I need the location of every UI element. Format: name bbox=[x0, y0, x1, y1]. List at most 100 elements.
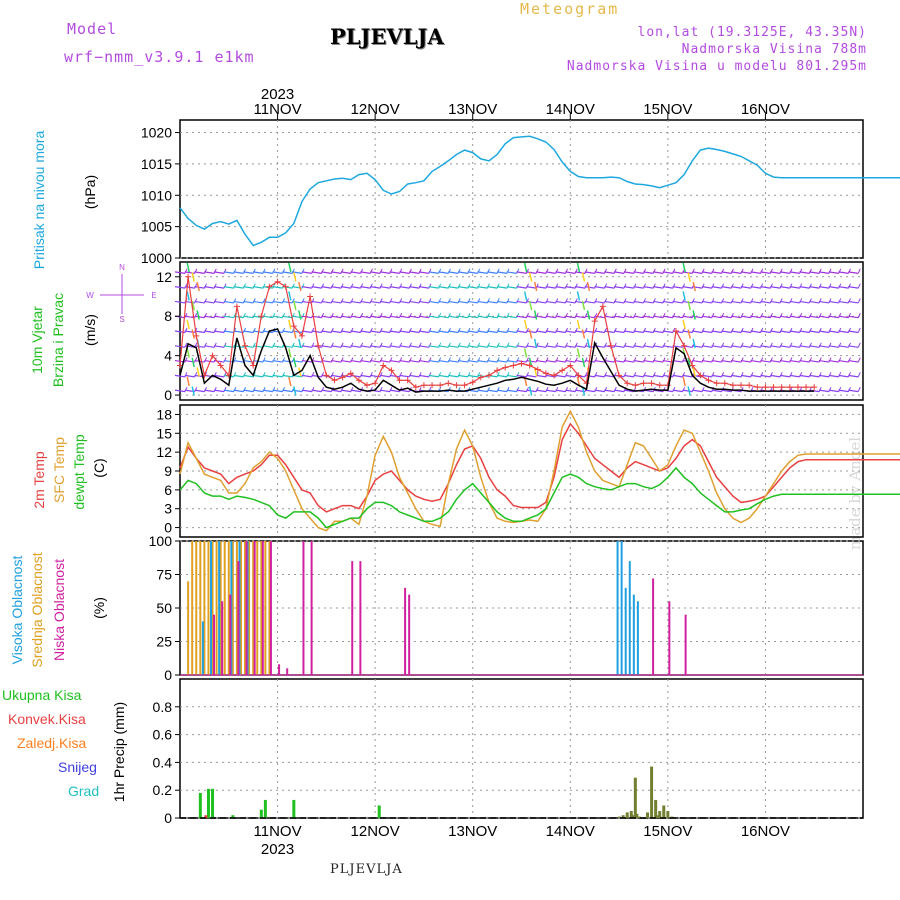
wind-barb-flag bbox=[584, 313, 588, 318]
wind-barb bbox=[613, 345, 625, 348]
wind-barb-flag bbox=[330, 372, 334, 378]
wind-barb bbox=[477, 389, 488, 393]
wind-barb-flag bbox=[555, 386, 559, 392]
wind-barb-storm bbox=[191, 357, 195, 368]
wind-barb-flag bbox=[769, 327, 773, 333]
wind-barb-flag bbox=[809, 342, 812, 348]
wind-gust-marker bbox=[355, 377, 362, 384]
wind-barb bbox=[633, 359, 644, 363]
wind-barb bbox=[731, 271, 742, 274]
wind-barb-flag bbox=[584, 342, 588, 348]
wind-barb-flag bbox=[457, 268, 461, 274]
wind-barb-flag bbox=[311, 327, 315, 333]
wind-barb bbox=[731, 374, 742, 378]
wind-barb bbox=[848, 330, 859, 334]
wind-barb-flag bbox=[750, 342, 754, 348]
top-year-label: 2023 bbox=[261, 86, 294, 103]
bottom-day-label: 12NOV bbox=[351, 823, 400, 840]
wind-barb bbox=[545, 286, 556, 289]
wind-gust-marker bbox=[729, 382, 736, 389]
wind-barb-flag bbox=[379, 342, 383, 348]
wind-barb-flag bbox=[438, 268, 442, 274]
wind-barb-storm bbox=[186, 376, 190, 387]
compass-w: W bbox=[86, 291, 94, 300]
wind-barb-flag bbox=[311, 268, 315, 274]
wind-barb-flag bbox=[818, 372, 822, 378]
wind-barb bbox=[252, 374, 264, 378]
wind-barb bbox=[623, 345, 634, 348]
wind-barb bbox=[428, 271, 439, 274]
wind-barb-flag bbox=[818, 386, 822, 392]
bottom-year-label: 2023 bbox=[261, 841, 294, 858]
wind-barb bbox=[360, 330, 371, 334]
wind-barb-storm bbox=[687, 272, 691, 282]
wind-barb-flag bbox=[262, 372, 266, 378]
wind-barb-storm bbox=[186, 262, 190, 273]
meteogram-label: Meteogram bbox=[520, 0, 620, 18]
wind-barb bbox=[516, 315, 527, 319]
wind-barb bbox=[233, 359, 244, 363]
wind-barb-flag bbox=[389, 357, 393, 363]
wind-barb-flag bbox=[613, 268, 617, 274]
wind-barb-flag bbox=[584, 283, 588, 289]
wind-barb bbox=[448, 374, 459, 378]
wind-barb bbox=[457, 315, 469, 319]
wind-barb-flag bbox=[330, 327, 334, 333]
wind-gust-marker bbox=[274, 278, 281, 285]
wind-barb bbox=[262, 271, 273, 274]
y-tick-label: 3 bbox=[164, 501, 172, 517]
wind-barb-flag bbox=[496, 372, 500, 378]
wind-gust-marker bbox=[477, 374, 484, 381]
wind-barb-flag bbox=[848, 372, 851, 378]
wind-barb bbox=[789, 330, 800, 334]
wind-barb bbox=[740, 315, 752, 319]
wind-barb bbox=[282, 345, 293, 348]
wind-gust-marker bbox=[811, 384, 818, 391]
wind-barb-flag bbox=[408, 342, 412, 348]
wind-barb bbox=[682, 300, 693, 304]
wind-barb-flag bbox=[487, 327, 490, 333]
wind-barb-flag bbox=[233, 386, 237, 392]
wind-barb bbox=[409, 374, 420, 378]
wind-barb bbox=[282, 359, 293, 363]
wind-barb-flag bbox=[350, 298, 354, 304]
wind-barb-storm bbox=[523, 291, 528, 301]
wind-barb bbox=[799, 359, 810, 363]
wind-barb-flag bbox=[457, 283, 461, 289]
wind-barb bbox=[389, 345, 400, 348]
y-tick-label: 0.2 bbox=[153, 782, 173, 798]
temp-label-2: SFC Temp bbox=[51, 437, 67, 503]
wind-barb bbox=[604, 345, 615, 348]
wind-barb-flag bbox=[467, 357, 471, 363]
wind-barb-flag bbox=[760, 313, 764, 318]
wind-barb bbox=[770, 374, 781, 378]
wind-barb-flag bbox=[623, 313, 627, 318]
wind-gust-marker bbox=[315, 342, 322, 349]
wind-barb-flag bbox=[789, 342, 793, 348]
wind-barb-flag bbox=[516, 283, 520, 289]
wind-barb bbox=[623, 315, 634, 319]
wind-barb bbox=[418, 330, 430, 334]
wind-barb-flag bbox=[740, 372, 744, 378]
wind-barb bbox=[594, 374, 605, 378]
model-label: Model bbox=[67, 20, 118, 38]
wind-barb bbox=[438, 300, 449, 304]
wind-barb bbox=[555, 286, 566, 289]
wind-barb bbox=[477, 286, 488, 289]
wind-barb-flag bbox=[496, 313, 500, 318]
wind-barb bbox=[526, 271, 537, 274]
wind-barb-flag bbox=[730, 313, 734, 318]
wind-barb bbox=[535, 374, 547, 378]
wind-barb bbox=[526, 359, 537, 363]
wind-barb-flag bbox=[857, 372, 861, 378]
wind-gust-marker bbox=[705, 377, 712, 384]
wind-barb bbox=[535, 389, 547, 393]
wind-barb bbox=[496, 389, 508, 393]
wind-barb bbox=[604, 315, 615, 319]
wind-barb bbox=[360, 345, 371, 348]
wind-barb bbox=[496, 359, 508, 363]
wind-barb bbox=[799, 330, 810, 334]
wind-barb-flag bbox=[769, 268, 773, 274]
wind-barb bbox=[428, 286, 439, 289]
wind-barb-flag bbox=[194, 268, 198, 274]
